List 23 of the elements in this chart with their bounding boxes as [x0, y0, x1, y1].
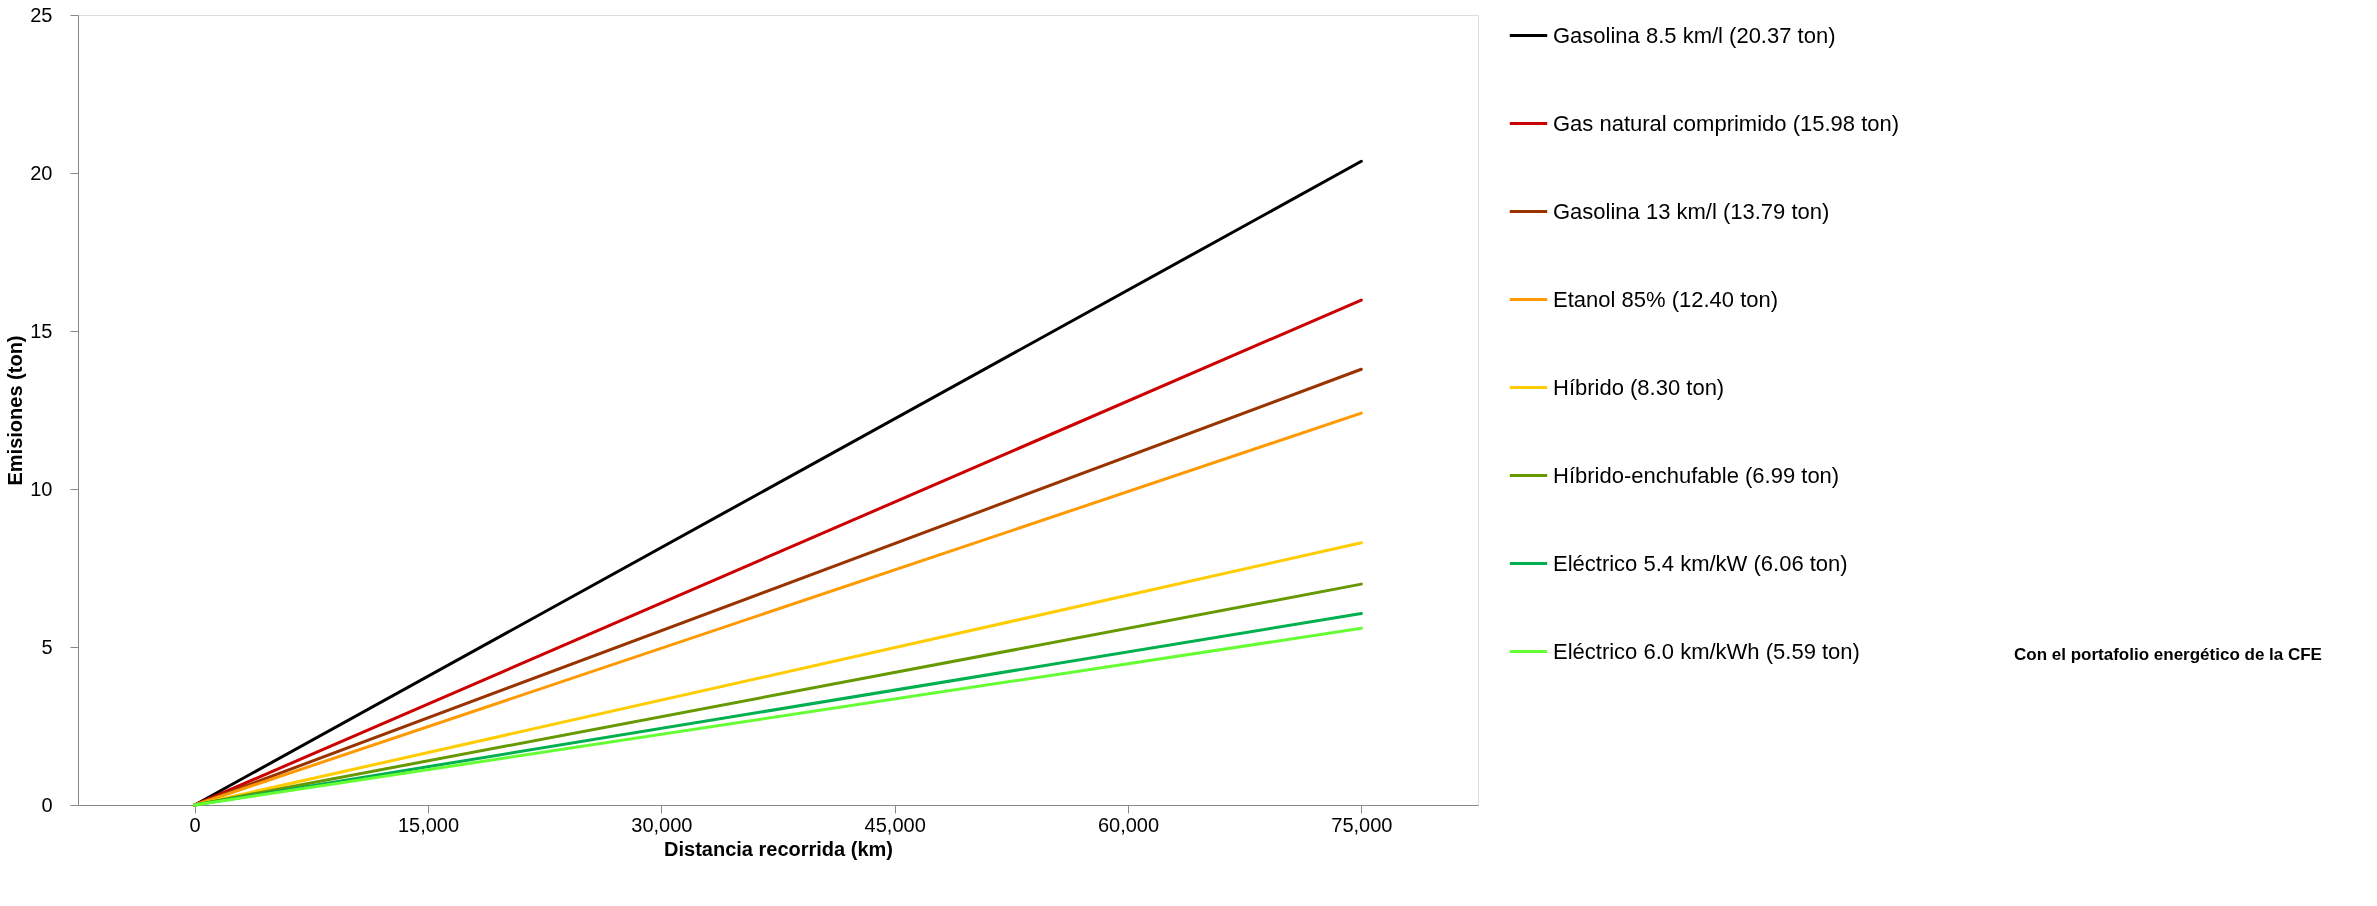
x-tick-label: 30,000: [631, 813, 693, 836]
legend-label: Híbrido (8.30 ton): [1553, 374, 1725, 400]
y-tick-label: 5: [41, 635, 53, 658]
x-tick-label: 0: [189, 813, 201, 836]
y-tick-label: 20: [30, 161, 53, 184]
legend-label: Eléctrico 5.4 km/kW (6.06 ton): [1553, 550, 1848, 576]
y-tick-label: 0: [41, 793, 53, 816]
legend-label: Híbrido-enchufable (6.99 ton): [1553, 462, 1840, 488]
legend-label: Gasolina 13 km/l (13.79 ton): [1553, 198, 1830, 224]
text: Con el portafolio energético de la CFE: [2014, 645, 2322, 664]
y-tick-label: 15: [30, 319, 53, 342]
x-tick-label: 45,000: [864, 813, 926, 836]
x-tick-label: 60,000: [1097, 813, 1160, 836]
x-tick-label: 15,000: [397, 813, 460, 836]
y-axis-title: Emisiones (ton): [4, 335, 27, 486]
y-tick-label: 25: [30, 3, 53, 26]
legend-label: Gas natural comprimido (15.98 ton): [1553, 110, 1900, 136]
y-tick-label: 10: [30, 477, 53, 500]
legend-label: Eléctrico 6.0 km/kWh (5.59 ton): [1553, 638, 1860, 664]
x-axis-title: Distancia recorrida (km): [664, 837, 893, 860]
x-tick-label: 75,000: [1331, 813, 1393, 836]
legend-label: Etanol 85% (12.40 ton): [1553, 286, 1779, 312]
legend-label: Gasolina 8.5 km/l (20.37 ton): [1553, 22, 1836, 48]
